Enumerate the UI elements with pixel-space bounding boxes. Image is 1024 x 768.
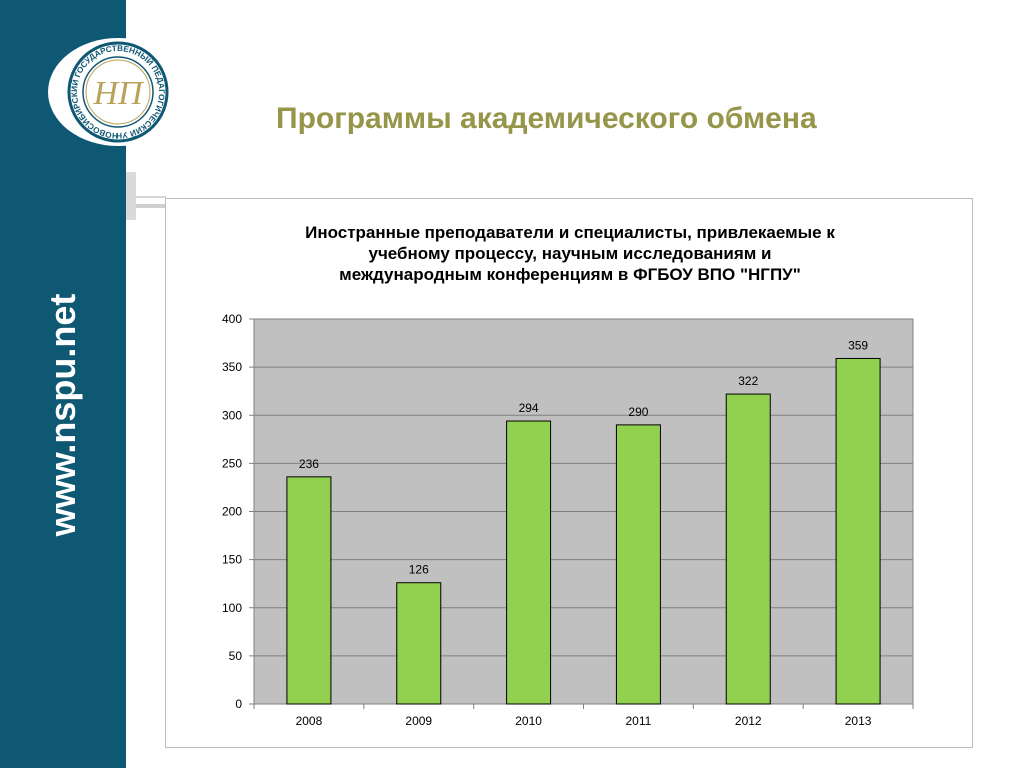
y-tick-label: 100	[222, 601, 242, 615]
data-label-2009: 126	[409, 563, 429, 577]
y-tick-label: 400	[222, 312, 242, 326]
bar-2010	[506, 420, 552, 705]
decorative-divider-shadow	[126, 172, 136, 220]
chart-title: Иностранные преподаватели и специалисты,…	[305, 223, 835, 284]
bar-2011	[615, 424, 661, 705]
x-tick-label-2012: 2012	[735, 714, 762, 728]
bar-2008	[286, 476, 332, 705]
y-tick-label: 150	[222, 553, 242, 567]
page-title: Программы академического обмена	[276, 102, 817, 135]
x-tick-label-2009: 2009	[405, 714, 432, 728]
y-tick-label: 200	[222, 505, 242, 519]
bar-2013	[835, 357, 881, 705]
university-logo: НОВОСИБИРСКИЙ ГОСУДАРСТВЕННЫЙ ПЕДАГОГИЧЕ…	[46, 36, 188, 146]
bar-2012	[725, 393, 771, 705]
data-label-2011: 290	[628, 405, 648, 419]
y-tick-label: 300	[222, 408, 242, 422]
y-tick-label: 250	[222, 456, 242, 470]
x-tick-label-2008: 2008	[296, 714, 323, 728]
data-label-2008: 236	[299, 457, 319, 471]
x-tick-label-2010: 2010	[515, 714, 542, 728]
data-label-2013: 359	[848, 338, 868, 352]
y-tick-label: 0	[235, 697, 242, 711]
logo-monogram: НП	[92, 75, 145, 112]
y-tick-label: 350	[222, 360, 242, 374]
data-label-2010: 294	[519, 401, 539, 415]
bar-2009	[396, 582, 442, 705]
y-tick-label: 50	[229, 649, 243, 663]
data-label-2012: 322	[738, 374, 758, 388]
x-tick-label-2011: 2011	[626, 714, 652, 728]
x-tick-label-2013: 2013	[845, 714, 872, 728]
